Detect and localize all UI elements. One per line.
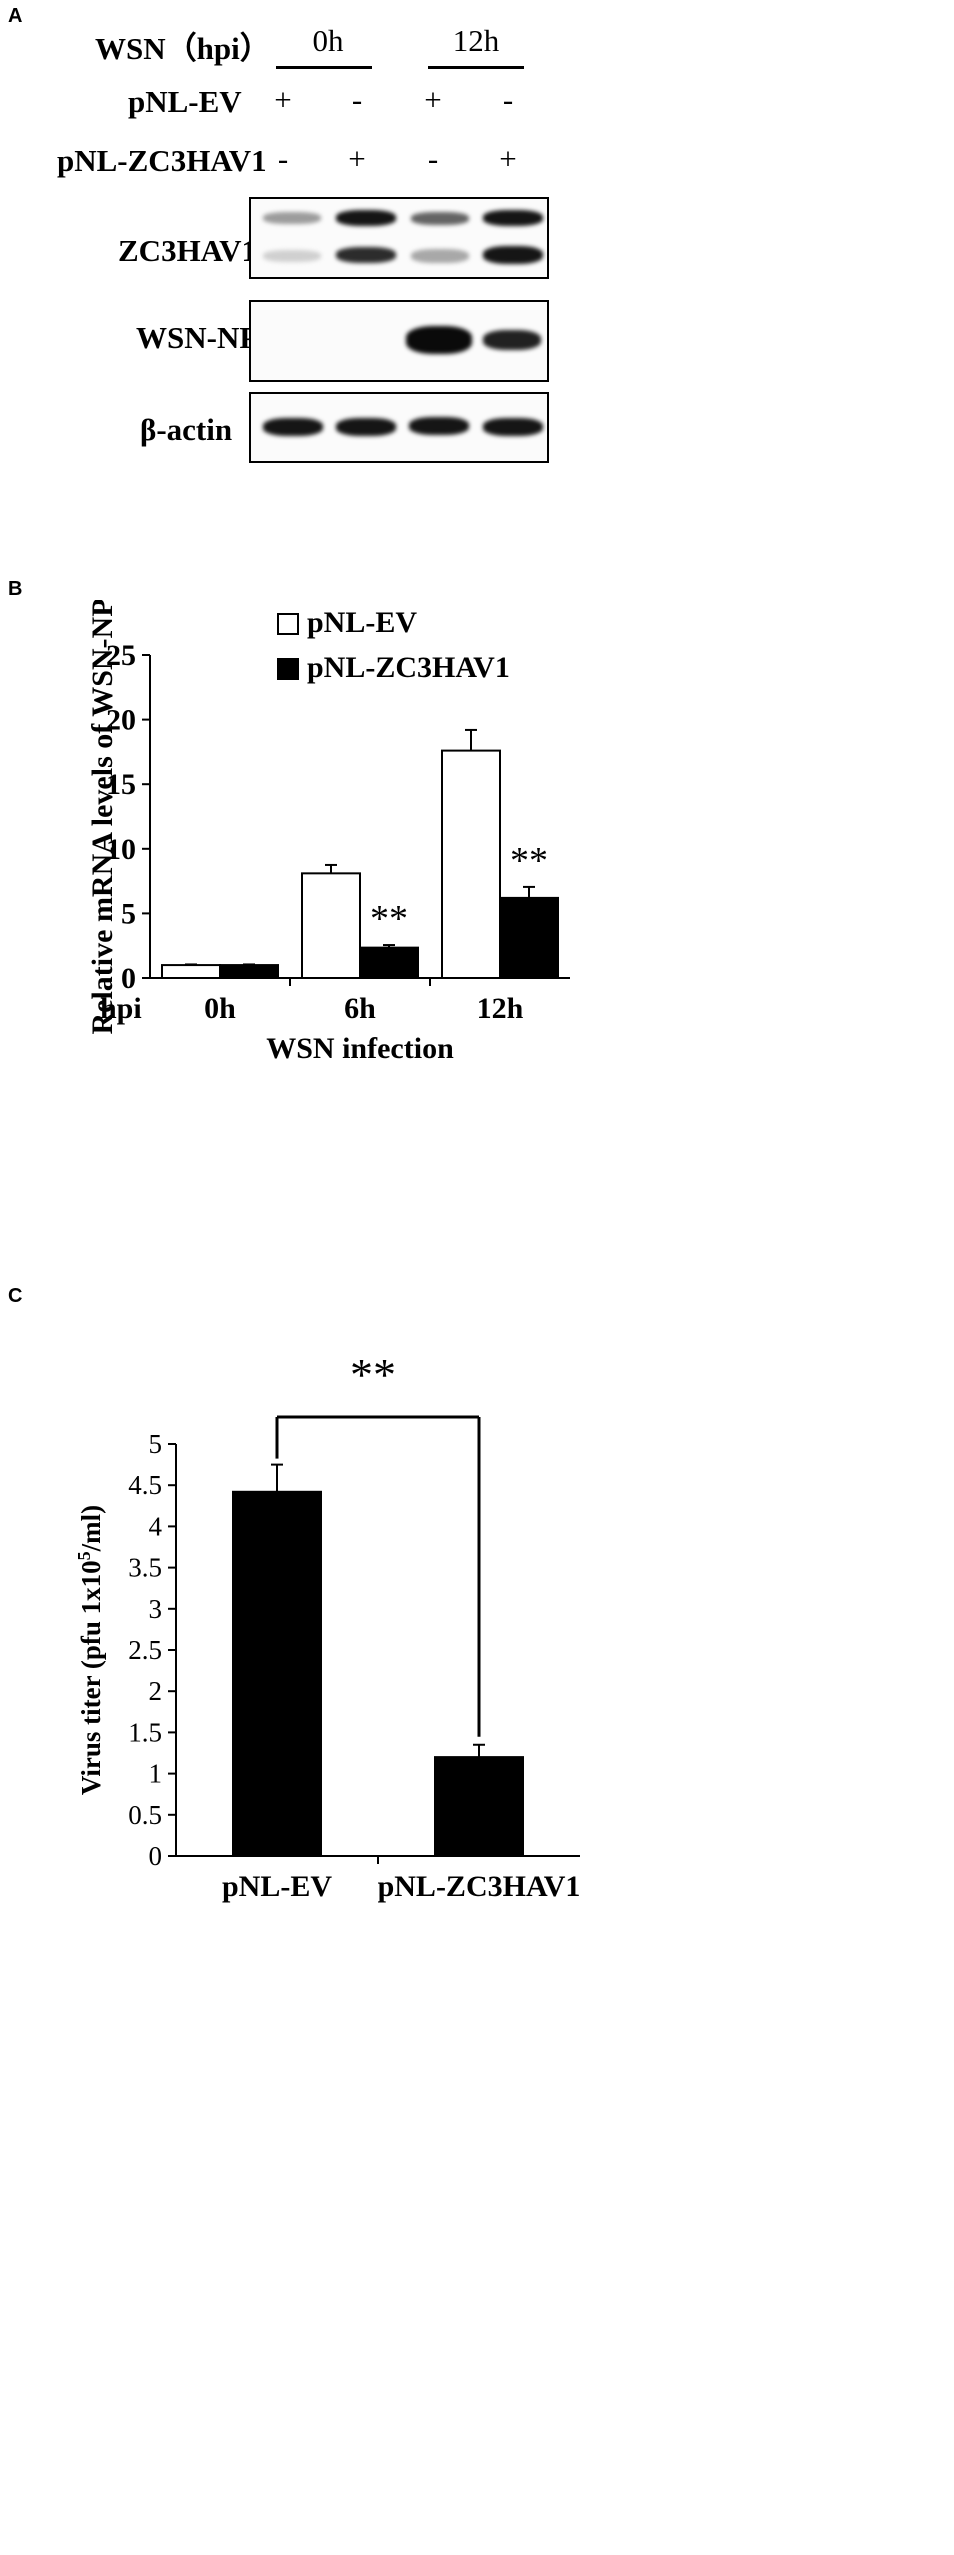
chart-b-legend-label: pNL-EV — [307, 606, 417, 639]
row-pnl-zc3hav1-sign-4: + — [499, 141, 517, 176]
wsn-hpi-header: WSN（hpi） — [95, 31, 271, 66]
chart-b-bar — [161, 964, 221, 979]
chart-c-x-tick-label: pNL-EV — [222, 1870, 332, 1903]
chart-b-y-tick-label: 20 — [106, 704, 136, 737]
chart-c-bar — [232, 1490, 322, 1858]
blot-label-wsn-np: WSN-NP — [136, 320, 259, 355]
chart-b-bar — [441, 749, 501, 979]
chart-c-y-tick-label: 3.5 — [128, 1553, 162, 1583]
zc3hav1-band-lane1-upper — [263, 212, 321, 224]
chart-c-y-tick-label: 2 — [149, 1676, 163, 1706]
chart-b-y-tick-label: 15 — [106, 768, 136, 801]
row-pnl-zc3hav1-sign-3: - — [427, 141, 439, 176]
chart-c-x-tick-label: pNL-ZC3HAV1 — [378, 1870, 581, 1903]
wsn-np-band-lane2 — [336, 329, 396, 351]
chart-c-y-tick-label: 5 — [149, 1429, 163, 1459]
row-pnl-zc3hav1-sign-2: + — [348, 141, 366, 176]
blot-label-beta-actin: β-actin — [140, 412, 233, 447]
chart-b-x-tick-label: 12h — [477, 992, 524, 1025]
chart-c-y-tick-label: 0.5 — [128, 1800, 162, 1830]
row-label-pnl-zc3hav1: pNL-ZC3HAV1 — [57, 143, 267, 178]
chart-b-y-axis-label: Relative mRNA levels of WSN-NP — [86, 600, 119, 1035]
chart-b-legend-swatch — [277, 613, 299, 635]
chart-c-y-axis-label-tail: /ml) — [76, 1505, 106, 1553]
chart-b-y-tick-label: 10 — [106, 833, 136, 866]
actin-band-lane4 — [483, 418, 543, 436]
chart-c-y-tick-label: 0 — [149, 1841, 163, 1871]
time-group-12h: 12h — [452, 23, 500, 58]
chart-b-mrna-levels: 0 5 10 15 20 25 0h 6h 12h ** ** Relative mRNA lev… — [86, 600, 570, 1065]
wsn-np-band-lane1 — [263, 329, 321, 351]
chart-c-virus-titer: 0 0.5 1 1.5 2 2.5 3 3.5 4 4.5 5 pNL-EV pNL-ZC3HAV1 *… — [74, 1349, 581, 1903]
row-label-pnl-ev: pNL-EV — [128, 84, 242, 119]
row-pnl-zc3hav1-sign-1: - — [277, 141, 289, 176]
zc3hav1-band-lane4-lower — [483, 246, 543, 264]
chart-b-significance-marker: ** — [370, 898, 408, 940]
chart-c-y-axis-label: Virus titer (pfu 1x105/ml) — [74, 1505, 106, 1795]
chart-b-legend-label: pNL-ZC3HAV1 — [307, 651, 510, 684]
chart-b-bar — [359, 946, 419, 979]
chart-c-y-axis-label-main: Virus titer (pfu 1x10 — [76, 1560, 106, 1795]
chart-b-x-axis-label: WSN infection — [266, 1032, 454, 1065]
chart-c-y-tick-label: 2.5 — [128, 1635, 162, 1665]
zc3hav1-band-lane3-lower — [411, 249, 469, 263]
chart-c-significance-marker: ** — [350, 1349, 396, 1400]
zc3hav1-band-lane2-lower — [336, 247, 396, 263]
actin-band-lane2 — [336, 418, 396, 436]
panel-b-letter: B — [8, 578, 23, 600]
western-blot-panel: WSN（hpi） 0h 12h pNL-EV + - + - pNL-ZC3HA… — [0, 0, 954, 800]
blot-wsn-np — [249, 300, 549, 382]
chart-b-legend: pNL-EV pNL-ZC3HAV1 — [277, 606, 510, 684]
chart-b-y-tick-label: 0 — [121, 962, 136, 995]
row-pnl-ev-sign-1: + — [274, 82, 292, 117]
chart-b-bar — [499, 896, 559, 979]
time-group-0h: 0h — [312, 23, 344, 58]
blot-zc3hav1 — [249, 197, 549, 279]
chart-c-y-tick-label: 3 — [149, 1594, 163, 1624]
chart-b-y-tick-label: 25 — [106, 639, 136, 672]
chart-c-y-axis-label-superscript: 5 — [74, 1551, 94, 1560]
chart-b-bar — [301, 872, 361, 979]
wsn-np-band-lane4 — [483, 330, 541, 350]
row-pnl-ev-sign-3: + — [424, 82, 442, 117]
blot-beta-actin — [249, 392, 549, 463]
blot-label-zc3hav1: ZC3HAV1 — [118, 233, 257, 268]
time-group-12h-bar — [428, 66, 524, 69]
time-group-0h-bar — [276, 66, 372, 69]
chart-c-y-tick-label: 1.5 — [128, 1717, 162, 1747]
chart-c-bar — [434, 1756, 524, 1857]
chart-b-significance-marker: ** — [510, 840, 548, 882]
chart-c-y-tick-label: 1 — [149, 1759, 163, 1789]
row-pnl-ev-sign-4: - — [502, 82, 514, 117]
row-pnl-ev-sign-2: - — [351, 82, 363, 117]
actin-band-lane1 — [263, 418, 323, 436]
actin-band-lane3 — [409, 417, 469, 435]
chart-b-x-tick-label: 6h — [344, 992, 376, 1025]
zc3hav1-band-lane3-upper — [411, 212, 469, 225]
wsn-np-band-lane3 — [406, 326, 472, 354]
zc3hav1-band-lane2-upper — [336, 210, 396, 226]
chart-b-x-prefix-hpi: hpi — [100, 992, 142, 1025]
chart-b-y-tick-label: 5 — [121, 897, 136, 930]
chart-c-y-tick-label: 4 — [149, 1511, 163, 1541]
panel-a-letter: A — [8, 5, 23, 27]
chart-b-legend-swatch — [277, 658, 299, 680]
chart-c-y-tick-label: 4.5 — [128, 1470, 162, 1500]
chart-b-x-tick-label: 0h — [204, 992, 236, 1025]
chart-b-bar — [219, 964, 279, 979]
zc3hav1-band-lane1-lower — [263, 250, 321, 262]
zc3hav1-band-lane4-upper — [483, 210, 543, 226]
panel-c-letter: C — [8, 1285, 23, 1307]
